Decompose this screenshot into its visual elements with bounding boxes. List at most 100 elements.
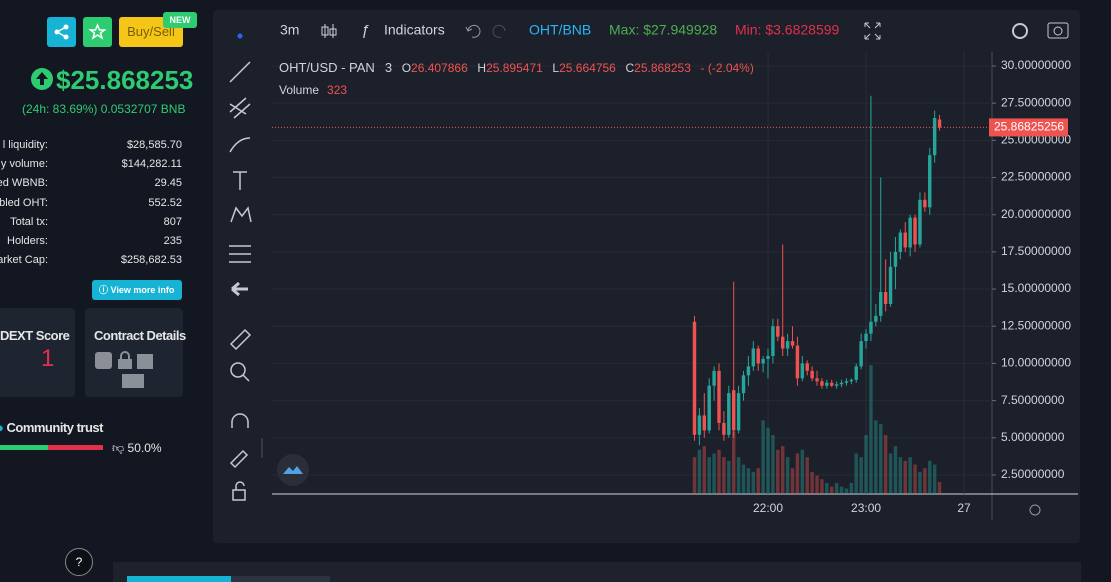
volume-bar — [736, 457, 741, 494]
volume-bar — [844, 488, 849, 494]
volume-bar — [805, 457, 809, 494]
candle-body — [928, 155, 932, 208]
volume-bar — [707, 457, 711, 494]
y-tick-label: 5.00000000 — [1001, 430, 1065, 444]
contract-title: Contract Details — [94, 328, 186, 343]
candle-body — [937, 119, 942, 128]
settings[interactable] — [1012, 23, 1028, 39]
last-price-label: 25.86825256 — [994, 120, 1064, 134]
y-tick-label: 27.50000000 — [1001, 95, 1071, 109]
indicators-button[interactable]: Indicators — [384, 22, 445, 38]
candle-body — [727, 393, 731, 435]
volume-bar — [815, 475, 819, 494]
candle-body — [874, 315, 878, 322]
undo[interactable] — [465, 24, 481, 38]
star-button[interactable] — [83, 17, 112, 47]
min-price: Min: $3.6828599 — [735, 22, 840, 38]
volume-bar — [780, 446, 785, 494]
y-tick-label: 10.00000000 — [1001, 356, 1071, 370]
candle-body — [692, 321, 697, 435]
help-button[interactable]: ? — [65, 548, 93, 576]
share-button[interactable] — [47, 17, 76, 47]
candle-body — [908, 217, 912, 248]
pair[interactable]: OHT/BNB — [529, 22, 591, 38]
candle-body — [883, 292, 888, 304]
volume-bar — [928, 460, 932, 494]
volume-bar — [731, 431, 736, 494]
candle-body — [869, 321, 873, 334]
axis-settings[interactable] — [1029, 504, 1041, 516]
bottom-tab[interactable] — [113, 562, 1081, 582]
candle-body — [751, 348, 756, 367]
candle-body — [707, 385, 711, 431]
bottom-tab-inactive[interactable] — [231, 576, 330, 582]
volume-bar — [761, 420, 765, 494]
trust-label: Community trust — [6, 420, 103, 435]
volume-bar — [766, 427, 770, 494]
volume-bar — [888, 453, 893, 494]
chart-panel — [213, 10, 1080, 543]
trust-value: 50.0% — [127, 441, 162, 455]
stat-value: $28,585.70 — [126, 139, 182, 151]
volume-bar — [898, 457, 903, 494]
legend-c: C — [625, 61, 634, 75]
y-tick-label: 22.50000000 — [1001, 170, 1071, 184]
volume-bar — [741, 464, 746, 494]
candle-body — [893, 251, 898, 267]
fx-icon[interactable]: ƒ — [361, 22, 369, 39]
stat-value: $144,282.11 — [121, 158, 182, 171]
stat-label: y volume: — [0, 158, 48, 171]
y-tick-label: 15.00000000 — [1001, 281, 1071, 295]
screenshot[interactable] — [1047, 22, 1069, 39]
logo — [277, 454, 309, 486]
candle-body — [864, 333, 868, 342]
logo-mark — [283, 466, 303, 474]
drawing-tools[interactable] — [229, 61, 252, 501]
x-tick-label: 27 — [957, 501, 971, 515]
candle-body — [820, 381, 824, 386]
volume-label: Volume — [279, 83, 319, 97]
candle-body — [761, 358, 765, 364]
candle-body — [849, 379, 854, 382]
fullscreen[interactable] — [864, 22, 881, 40]
new-badge: NEW — [163, 12, 197, 28]
price: $25.868253 — [56, 65, 194, 95]
stat-label: arket Cap: — [0, 254, 48, 267]
interval-button[interactable]: 3m — [280, 22, 299, 38]
candle-body — [854, 366, 858, 380]
volume-bar — [874, 420, 878, 494]
stat-value: 552.52 — [148, 196, 182, 209]
candle-body — [810, 370, 814, 379]
price-change: (24h: 83.69%) 0.0532707 BNB — [22, 102, 186, 116]
volume-bar — [923, 468, 927, 494]
view-more-button[interactable]: ⓘ View more info — [92, 280, 182, 300]
stat-label: bled OHT: — [0, 196, 48, 209]
volume-bar — [756, 468, 760, 494]
volume-bar — [712, 453, 716, 494]
volume-bar — [692, 457, 697, 494]
dot-tool[interactable] — [237, 33, 243, 39]
candle-body — [722, 422, 726, 435]
screenshot-lens — [1053, 26, 1063, 36]
candle-body — [780, 336, 785, 349]
candle-body — [879, 292, 883, 316]
candle-body — [918, 199, 922, 245]
candle-type-icon[interactable] — [321, 24, 337, 38]
score-title: DEXT Score — [0, 328, 70, 343]
volume-bar — [722, 457, 726, 494]
candle-body — [702, 415, 707, 431]
candle-body — [923, 199, 927, 208]
bottom-tab-active[interactable] — [127, 576, 231, 582]
legend-high: 25.895471 — [486, 61, 543, 75]
candle-body — [830, 382, 834, 386]
candle-body — [795, 345, 800, 379]
buy-sell-button[interactable]: Buy/Sell — [119, 17, 183, 47]
stat-label: Holders: — [7, 235, 48, 247]
volume-bar — [854, 453, 858, 494]
stat-label: Total tx: — [10, 215, 48, 228]
redo[interactable] — [492, 24, 506, 38]
candle-body — [776, 326, 780, 337]
